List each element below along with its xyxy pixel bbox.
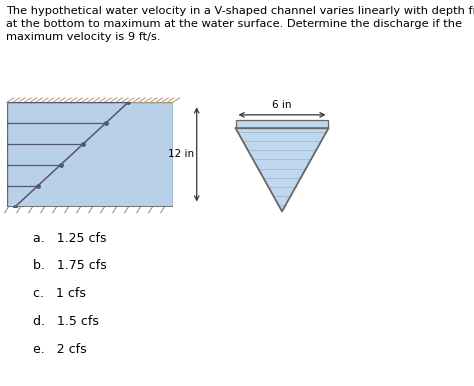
Text: 12 in: 12 in [168, 149, 194, 159]
Text: a.   1.25 cfs: a. 1.25 cfs [33, 232, 107, 245]
Text: The hypothetical water velocity in a V-shaped channel varies linearly with depth: The hypothetical water velocity in a V-s… [6, 6, 474, 42]
Text: b.   1.75 cfs: b. 1.75 cfs [33, 259, 107, 273]
Text: c.   1 cfs: c. 1 cfs [33, 287, 86, 300]
Text: 6 in: 6 in [272, 100, 292, 110]
Bar [236, 120, 328, 128]
Text: d.   1.5 cfs: d. 1.5 cfs [33, 315, 99, 328]
Text: e.   2 cfs: e. 2 cfs [33, 343, 87, 356]
Polygon shape [236, 128, 328, 212]
Bar [7, 102, 173, 105]
